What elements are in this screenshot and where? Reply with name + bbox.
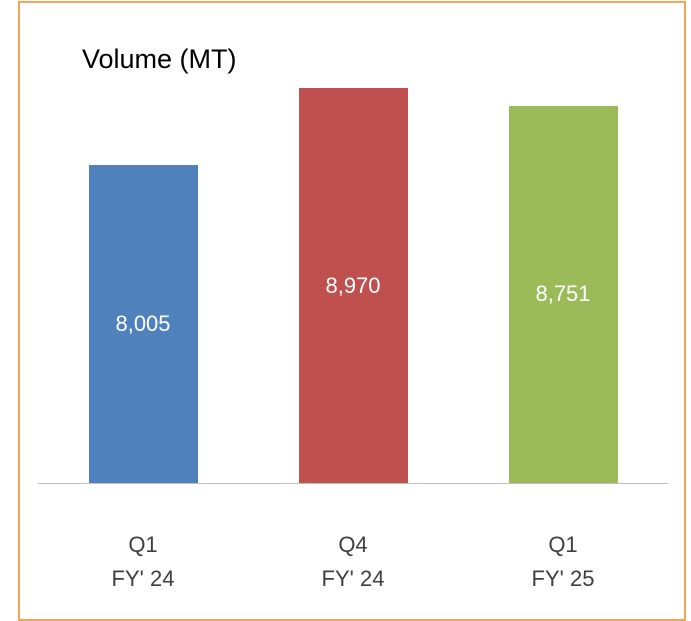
x-tick-label: Q1 FY' 24 — [111, 532, 175, 591]
x-tick-label: Q1 FY' 25 — [531, 532, 595, 591]
x-axis — [38, 483, 668, 484]
bar — [508, 105, 618, 483]
data-label: 8,970 — [325, 272, 381, 298]
bar — [88, 165, 198, 483]
chart-title: Volume (MT) — [82, 44, 237, 74]
data-label: 8,005 — [115, 311, 171, 336]
data-label: 8,751 — [535, 281, 591, 307]
x-tick-label: Q4 FY' 24 — [321, 532, 385, 591]
bar — [298, 88, 408, 483]
page: {"chart_data": {"type": "bar", "title": … — [18, 1, 686, 621]
